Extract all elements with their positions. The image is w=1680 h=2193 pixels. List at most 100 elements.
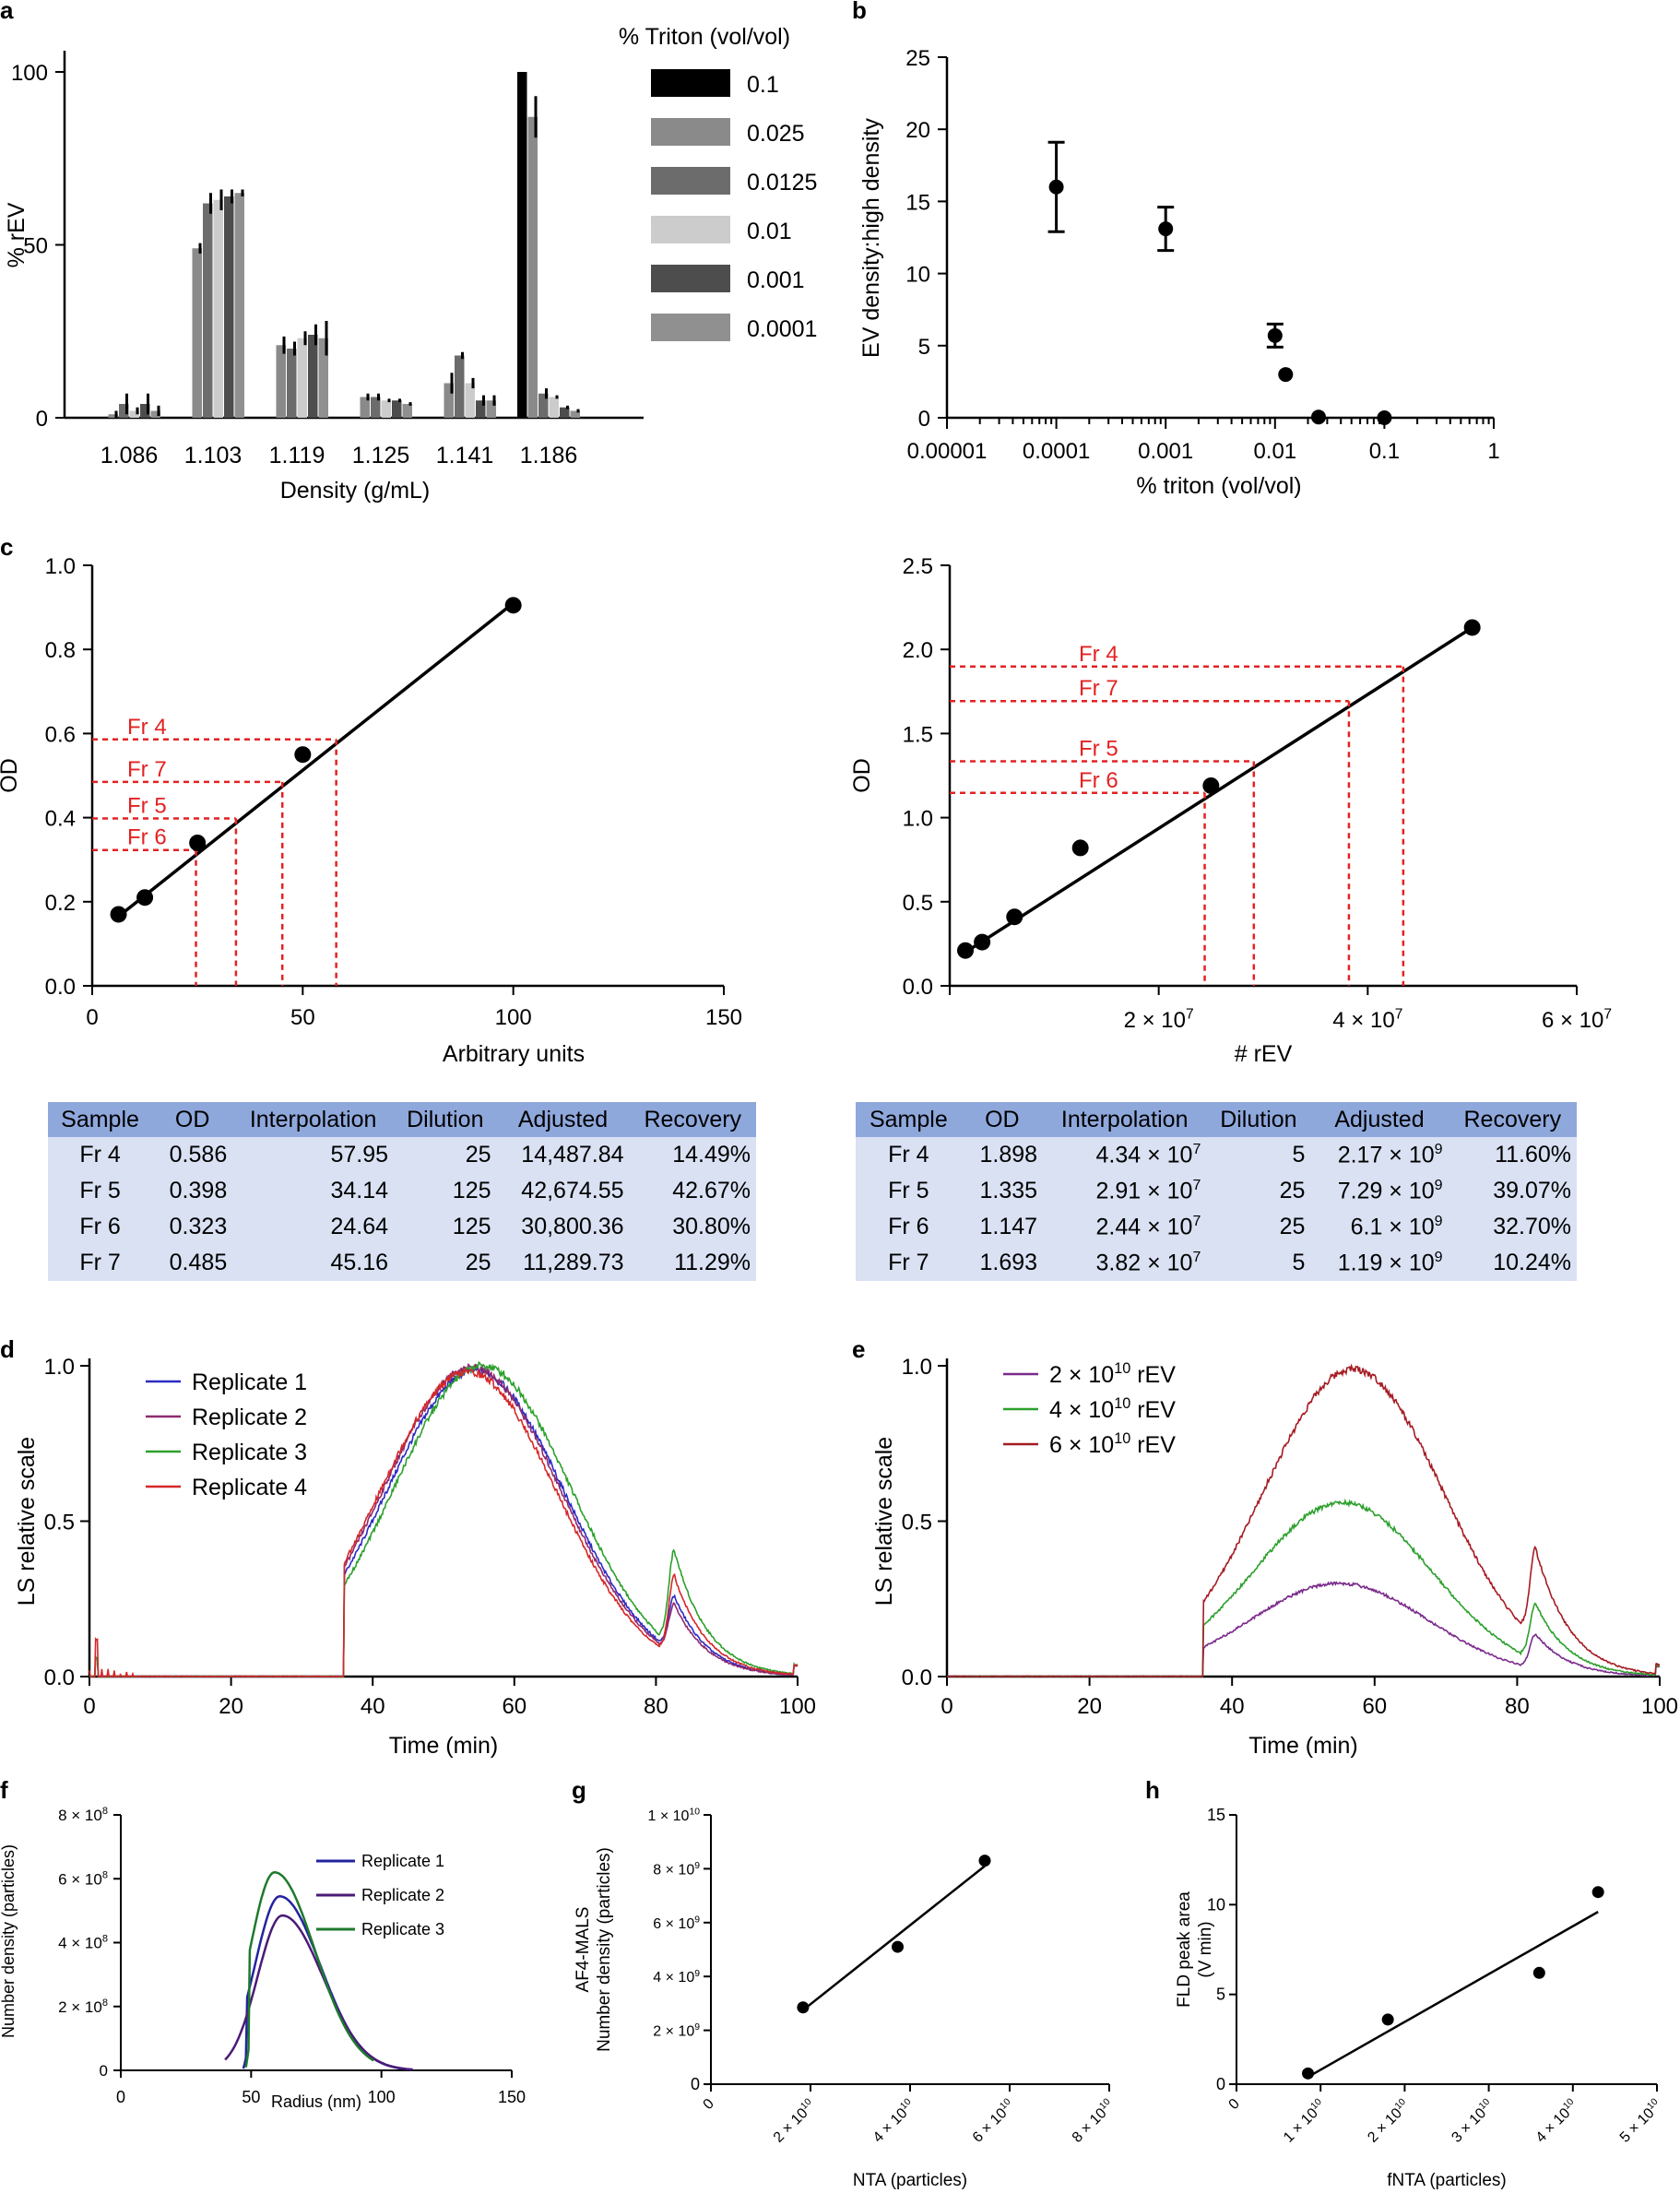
x-tick-label: 1.086 bbox=[101, 443, 159, 468]
data-point bbox=[957, 942, 974, 959]
y-tick-label: 0.5 bbox=[903, 891, 933, 916]
bar bbox=[538, 393, 549, 418]
bar bbox=[402, 404, 412, 418]
y-tick-label: 1 × 1010 bbox=[648, 1808, 701, 1824]
table-cell: 24.64 bbox=[232, 1209, 395, 1245]
x-tick-label: 0.1 bbox=[1369, 439, 1400, 464]
x-tick-label: 40 bbox=[1220, 1694, 1245, 1719]
x-tick-label: 4 × 107 bbox=[1332, 1006, 1402, 1033]
bar bbox=[119, 404, 129, 418]
x-tick-label: 0 bbox=[941, 1694, 952, 1719]
table-cell: 14,487.84 bbox=[496, 1137, 630, 1173]
table-row: Fr 6 1.147 2.44 × 107 25 6.1 × 109 32.70% bbox=[856, 1209, 1577, 1245]
x-axis-label: Time (min) bbox=[1248, 1733, 1358, 1759]
x-tick-label: 60 bbox=[502, 1694, 526, 1719]
y-tick-label: 5 bbox=[1216, 1986, 1225, 2004]
x-tick-label: 60 bbox=[1362, 1694, 1387, 1719]
panel-label-d: d bbox=[0, 1335, 15, 1363]
x-tick-label: 1 × 1010 bbox=[1280, 2097, 1329, 2146]
table-header-cell: Recovery bbox=[1448, 1102, 1577, 1137]
table-header-cell: Interpolation bbox=[232, 1102, 395, 1137]
bar bbox=[297, 338, 307, 418]
x-axis-label: Radius (nm) bbox=[271, 2092, 361, 2111]
data-point bbox=[1202, 776, 1220, 794]
legend-label: 6 × 1010 rEV bbox=[1049, 1430, 1176, 1458]
data-point bbox=[504, 597, 522, 614]
legend-swatch bbox=[651, 265, 730, 292]
x-tick-label: 150 bbox=[705, 1005, 742, 1030]
table-cell: 0.586 bbox=[152, 1137, 233, 1173]
y-tick-label: 0 bbox=[1216, 2075, 1225, 2093]
y-tick-label: 6 × 108 bbox=[58, 1869, 108, 1888]
legend-swatch bbox=[651, 118, 730, 146]
table-cell: 57.95 bbox=[232, 1137, 395, 1173]
legend-label: Replicate 3 bbox=[361, 1920, 444, 1938]
table-cell: Fr 4 bbox=[48, 1137, 153, 1173]
x-axis-label: % triton (vol/vol) bbox=[1136, 473, 1301, 499]
x-axis-label: Density (g/mL) bbox=[280, 478, 431, 504]
legend-label: 0.001 bbox=[747, 267, 805, 293]
y-tick-label: 0.4 bbox=[45, 807, 76, 832]
table-cell: 10.24% bbox=[1448, 1245, 1577, 1281]
legend-label: Replicate 3 bbox=[192, 1440, 307, 1465]
legend-swatch bbox=[651, 216, 730, 243]
y-tick-label: 2.5 bbox=[903, 554, 933, 579]
y-tick-label: 15 bbox=[905, 190, 930, 215]
table-cell: 3.82 × 107 bbox=[1043, 1245, 1207, 1281]
bar bbox=[318, 338, 328, 418]
table-row: Fr 4 0.586 57.95 25 14,487.84 14.49% bbox=[48, 1137, 756, 1173]
y-axis-label: OD bbox=[849, 758, 875, 793]
data-point bbox=[1532, 1966, 1545, 1979]
y-tick-label: 4 × 108 bbox=[58, 1934, 108, 1952]
table-cell: 39.07% bbox=[1448, 1173, 1577, 1209]
legend-label: Replicate 1 bbox=[192, 1369, 307, 1395]
data-point bbox=[1267, 327, 1283, 343]
table-cell: 42.67% bbox=[629, 1173, 756, 1209]
bar bbox=[486, 400, 496, 418]
x-tick-label: 1.103 bbox=[184, 443, 243, 468]
y-axis-label: EV density:high density bbox=[858, 118, 884, 358]
x-tick-label: 50 bbox=[290, 1005, 315, 1030]
table-header-cell: Adjusted bbox=[496, 1102, 630, 1137]
table-c-left: Sample OD Interpolation Dilution Adjusted Rec… bbox=[48, 1102, 756, 1281]
table-cell: 25 bbox=[394, 1137, 497, 1173]
x-tick-label: 1.186 bbox=[520, 443, 578, 468]
y-axis-label-2: Number density (particles) bbox=[595, 1847, 614, 2052]
x-tick-label: 1.119 bbox=[269, 443, 325, 468]
table-cell: Fr 6 bbox=[856, 1209, 962, 1245]
data-point bbox=[978, 1855, 991, 1867]
bar bbox=[527, 116, 538, 418]
interp-label: Fr 4 bbox=[127, 715, 167, 740]
bar bbox=[308, 335, 318, 418]
table-cell: 32.70% bbox=[1448, 1209, 1577, 1245]
x-tick-label: 4 × 1010 bbox=[870, 2097, 918, 2146]
table-header-row: Sample OD Interpolation Dilution Adjusted Rec… bbox=[48, 1102, 756, 1137]
y-axis-label: FLD peak area bbox=[1175, 1891, 1194, 2008]
interp-label: Fr 6 bbox=[127, 825, 167, 850]
legend-label: 0.0001 bbox=[747, 316, 817, 342]
table-cell: 25 bbox=[1206, 1209, 1311, 1245]
table-header-cell: Sample bbox=[856, 1102, 962, 1137]
x-tick-label: 100 bbox=[368, 2088, 396, 2106]
bar bbox=[234, 193, 244, 418]
y-tick-label: 0.6 bbox=[45, 722, 76, 747]
data-point bbox=[1158, 221, 1174, 237]
data-point bbox=[1048, 179, 1064, 195]
x-tick-label: 4 × 1010 bbox=[1532, 2097, 1581, 2146]
bar bbox=[517, 72, 527, 418]
table-row: Fr 4 1.898 4.34 × 107 5 2.17 × 109 11.60% bbox=[856, 1137, 1577, 1173]
data-point bbox=[1310, 409, 1326, 425]
table-cell: 30.80% bbox=[629, 1209, 756, 1245]
x-axis-label: Time (min) bbox=[389, 1733, 499, 1759]
y-tick-label: 8 × 108 bbox=[58, 1806, 108, 1824]
table-cell: 45.16 bbox=[232, 1245, 395, 1281]
bar bbox=[213, 199, 223, 418]
legend-swatch bbox=[651, 69, 730, 97]
table-header-cell: Adjusted bbox=[1310, 1102, 1449, 1137]
table-cell: 11.29% bbox=[629, 1245, 756, 1281]
y-axis-label: AF4-MALS bbox=[574, 1907, 593, 1993]
interp-label: Fr 6 bbox=[1079, 768, 1118, 793]
x-tick-label: 100 bbox=[779, 1694, 816, 1719]
table-cell: 7.29 × 109 bbox=[1310, 1173, 1449, 1209]
y-tick-label: 0.0 bbox=[44, 1665, 75, 1690]
